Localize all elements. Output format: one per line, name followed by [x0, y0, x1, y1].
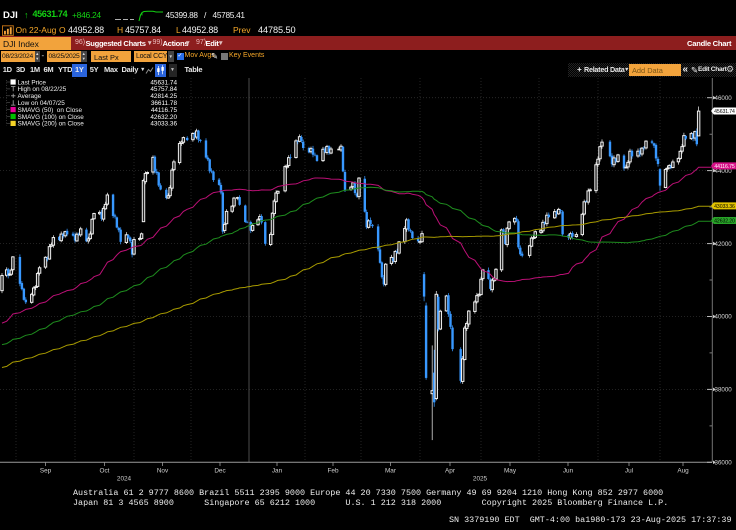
svg-text:45757.84: 45757.84 — [150, 86, 177, 93]
svg-text:Dec: Dec — [214, 468, 226, 475]
svg-text:42814.25: 42814.25 — [150, 93, 177, 100]
svg-text:Jun: Jun — [563, 468, 574, 475]
svg-text:42000: 42000 — [715, 241, 733, 248]
svg-text:46000: 46000 — [715, 95, 733, 102]
svg-text:High on 08/22/25: High on 08/22/25 — [18, 86, 67, 93]
svg-text:42632.20: 42632.20 — [150, 114, 177, 121]
svg-text:May: May — [504, 468, 517, 475]
svg-text:42632.20: 42632.20 — [714, 219, 735, 225]
svg-text:44116.75: 44116.75 — [714, 164, 734, 170]
svg-text:2024: 2024 — [117, 476, 132, 483]
svg-text:Average: Average — [18, 93, 42, 100]
svg-text:43033.36: 43033.36 — [714, 204, 735, 210]
svg-text:Jul: Jul — [625, 468, 633, 475]
svg-text:Last Price: Last Price — [18, 79, 47, 86]
svg-text:Mar: Mar — [385, 468, 397, 475]
svg-text:45631.74: 45631.74 — [714, 109, 735, 115]
svg-text:44000: 44000 — [715, 168, 733, 175]
svg-text:36611.78: 36611.78 — [151, 100, 178, 107]
svg-text:2025: 2025 — [473, 476, 488, 483]
svg-text:Oct: Oct — [100, 468, 110, 475]
svg-text:SMAVG (100) on Close: SMAVG (100) on Close — [18, 114, 85, 121]
svg-text:Low on 04/07/25: Low on 04/07/25 — [18, 100, 66, 107]
svg-text:Nov: Nov — [157, 468, 169, 475]
svg-text:SMAVG (200) on Close: SMAVG (200) on Close — [18, 121, 85, 128]
svg-text:Jan: Jan — [272, 468, 283, 475]
svg-text:45631.74: 45631.74 — [150, 79, 177, 86]
svg-text:44116.75: 44116.75 — [151, 107, 178, 114]
svg-text:Apr: Apr — [445, 468, 456, 475]
svg-text:38000: 38000 — [715, 387, 733, 394]
svg-text:36000: 36000 — [715, 460, 733, 467]
svg-text:Feb: Feb — [327, 468, 338, 475]
svg-text:Sep: Sep — [40, 468, 52, 475]
svg-text:SMAVG (50) on Close: SMAVG (50) on Close — [18, 107, 83, 114]
svg-text:43033.36: 43033.36 — [150, 121, 177, 128]
svg-text:Aug: Aug — [677, 468, 689, 475]
svg-text:40000: 40000 — [715, 314, 733, 321]
